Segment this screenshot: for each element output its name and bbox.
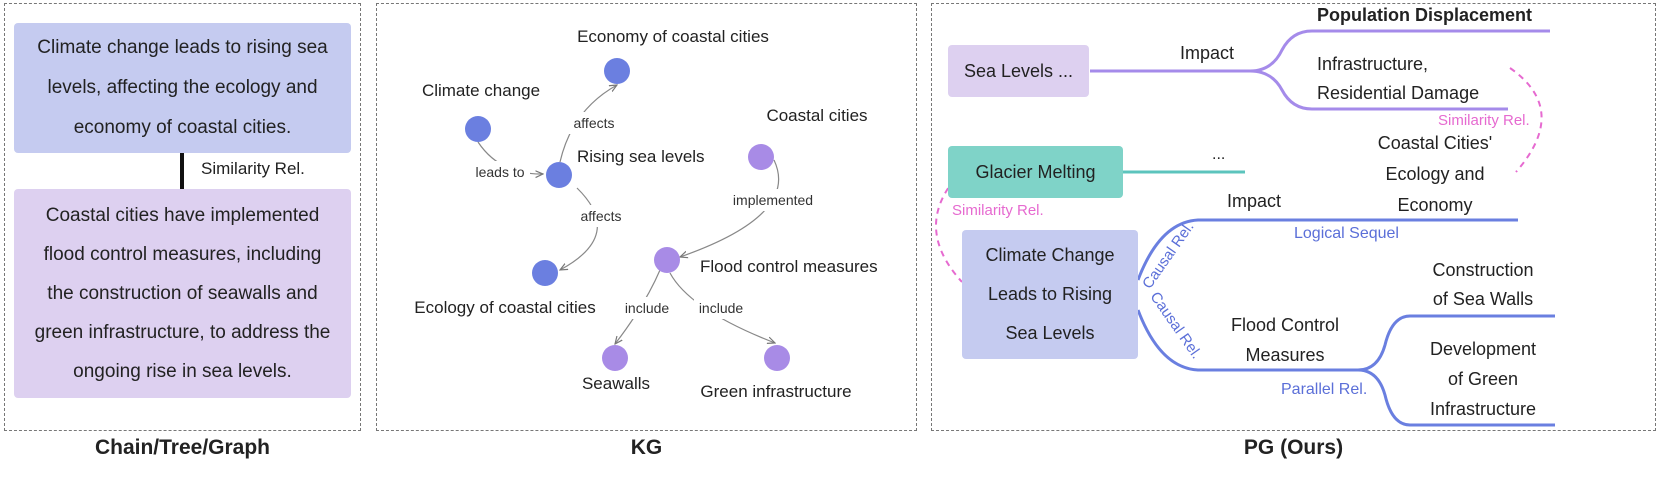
pg-coastal-line-1: Coastal Cities'	[1377, 133, 1493, 153]
pg-coastal-ecology: Coastal Cities' Ecology and Economy	[1360, 128, 1510, 221]
pg-box-climate-line-2: Leads to Rising	[987, 284, 1113, 304]
pg-coastal-line-2: Ecology and	[1385, 164, 1485, 184]
kg-edge-label-affects-down: affects	[581, 208, 622, 224]
chain-box-coastal-line-2: flood control measures, including	[43, 244, 322, 265]
kg-panel	[376, 3, 917, 431]
chain-box-climate-line-2: levels, affecting the ecology and	[47, 77, 318, 98]
pg-caption: PG (Ours)	[1243, 436, 1344, 459]
pg-box-climate-line-1: Climate Change	[985, 245, 1115, 265]
kg-node-green-infra	[764, 345, 790, 371]
chain-box-climate-line-1: Climate change leads to rising sea	[37, 37, 328, 58]
kg-edge-affects-down	[560, 187, 598, 270]
kg-label-seawalls: Seawalls	[582, 374, 650, 393]
kg-label-flood-control: Flood control measures	[700, 257, 878, 276]
pg-parallel-branch-lower	[1357, 368, 1555, 427]
pg-causal-label-2: Causal Rel.	[1146, 289, 1204, 362]
chain-similarity-label: Similarity Rel.	[201, 159, 305, 178]
pg-parallel: Parallel Rel.	[1281, 381, 1368, 398]
pg-causal-branch-upper	[1136, 218, 1518, 281]
chain-box-coastal-line-1: Coastal cities have implemented	[45, 205, 320, 226]
kg-edge-implemented	[680, 159, 780, 257]
pg-coastal-line-3: Economy	[1397, 195, 1473, 215]
pg-panel	[931, 3, 1656, 431]
pg-infra-line-2: Residential Damage	[1317, 83, 1480, 103]
pg-construction-line-2: of Sea Walls	[1432, 289, 1534, 309]
kg-edge-label-include-right: include	[699, 300, 744, 316]
chain-box-coastal: Coastal cities have implemented flood co…	[14, 189, 351, 398]
kg-edge-label-leads-to: leads to	[475, 164, 524, 180]
pg-logical-sequel: Logical Sequel	[1294, 225, 1399, 242]
pg-construction-line-1: Construction	[1432, 260, 1534, 280]
chain-box-coastal-line-4: green infrastructure, to address the	[34, 322, 331, 343]
kg-node-seawalls	[602, 345, 628, 371]
kg-node-rising-sea-levels	[546, 162, 572, 188]
chain-box-coastal-line-5: ongoing rise in sea levels.	[73, 361, 292, 382]
pg-flood-control: Flood Control Measures	[1215, 310, 1355, 370]
kg-node-coastal-cities	[748, 144, 774, 170]
pg-infra-line-1: Infrastructure,	[1317, 54, 1429, 74]
chain-box-climate-line-3: economy of coastal cities.	[73, 117, 292, 138]
chain-panel	[4, 3, 361, 431]
pg-box-climate-line-3: Sea Levels	[1005, 323, 1095, 343]
kg-label-ecology: Ecology of coastal cities	[414, 298, 595, 317]
pg-branch-sea-levels-lower	[1249, 69, 1508, 111]
pg-development-line-3: Infrastructure	[1429, 399, 1537, 419]
kg-node-climate-change	[465, 116, 491, 142]
pg-development: Development of Green Infrastructure	[1413, 334, 1553, 424]
pg-ellipsis: ...	[1212, 146, 1226, 163]
pg-infra-damage: Infrastructure, Residential Damage	[1317, 50, 1479, 108]
kg-edge-label-include-left: include	[625, 300, 670, 316]
kg-node-flood-control	[654, 247, 680, 273]
pg-similarity-right: Similarity Rel.	[1438, 112, 1530, 129]
pg-impact-mid: Impact	[1227, 191, 1282, 211]
pg-construction: Construction of Sea Walls	[1418, 256, 1548, 314]
pg-flood-line-2: Measures	[1245, 345, 1325, 365]
pg-impact-top: Impact	[1180, 43, 1235, 63]
chain-caption: Chain/Tree/Graph	[94, 436, 271, 459]
pg-development-line-1: Development	[1429, 339, 1537, 359]
pg-flood-line-1: Flood Control	[1230, 315, 1340, 335]
pg-development-line-2: of Green	[1447, 369, 1519, 389]
pg-box-glacier: Glacier Melting	[948, 146, 1123, 198]
pg-box-sea-levels: Sea Levels ...	[948, 45, 1089, 97]
kg-caption: KG	[630, 436, 663, 459]
kg-label-rising-sea-levels: Rising sea levels	[577, 147, 705, 166]
kg-label-coastal-cities: Coastal cities	[766, 106, 867, 125]
pg-branch-sea-levels	[1090, 29, 1550, 73]
kg-label-green-infra: Green infrastructure	[700, 382, 851, 401]
kg-edge-label-implemented: implemented	[733, 192, 813, 208]
pg-parallel-branch-upper	[1357, 314, 1555, 372]
kg-node-ecology	[532, 260, 558, 286]
kg-edge-label-affects-up: affects	[574, 115, 615, 131]
chain-box-coastal-line-3: the construction of seawalls and	[47, 283, 318, 304]
pg-box-climate: Climate Change Leads to Rising Sea Level…	[962, 230, 1138, 359]
chain-box-climate: Climate change leads to rising sea level…	[14, 23, 351, 153]
pg-population-displacement: Population Displacement	[1317, 5, 1533, 25]
pg-similarity-arc-right	[1509, 67, 1543, 173]
kg-node-economy	[604, 58, 630, 84]
kg-label-climate-change: Climate change	[422, 81, 540, 100]
chain-connector	[180, 153, 184, 189]
pg-causal-branch-lower	[1136, 309, 1358, 372]
kg-label-economy: Economy of coastal cities	[577, 27, 769, 46]
pg-similarity-left: Similarity Rel.	[952, 202, 1044, 219]
